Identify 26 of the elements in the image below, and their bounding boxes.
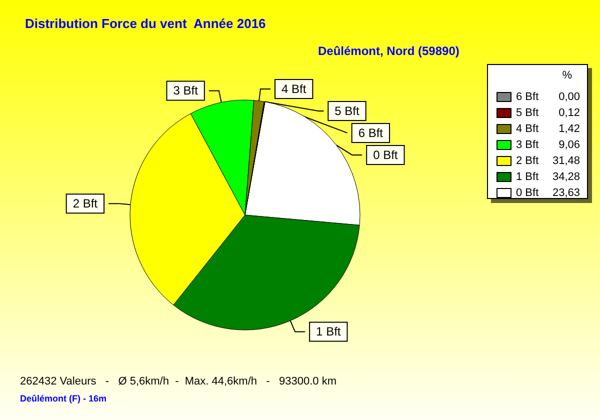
- legend-label: 4 Bft: [516, 123, 539, 135]
- slice-label: 5 Bft: [334, 104, 360, 118]
- slice-label: 1 Bft: [316, 324, 342, 339]
- data-label: 34,28: [552, 171, 580, 183]
- chart-title: Distribution Force du vent Année 2016: [25, 16, 266, 31]
- text: 0,00: [558, 91, 580, 103]
- slice-label: 2 Bft: [72, 196, 98, 211]
- category-label: 6 Bft: [358, 126, 384, 140]
- legend-label: 0 Bft: [516, 187, 539, 199]
- slice-label: 4 Bft: [282, 82, 307, 96]
- text: Deûlémont (F) - 16m: [20, 394, 107, 404]
- data-label: 1,42: [558, 123, 580, 135]
- data-label: 31,48: [552, 155, 580, 167]
- legend-label: 2 Bft: [516, 155, 539, 167]
- data-label: 9,06: [558, 139, 580, 151]
- chart-subtitle: Deûlémont, Nord (59890): [318, 44, 460, 58]
- legend-label: 6 Bft: [516, 91, 539, 103]
- legend-label: 3 Bft: [516, 139, 539, 151]
- data-label: 0,12: [558, 107, 580, 119]
- slice-label: 3 Bft: [173, 84, 199, 98]
- legend-title: %: [562, 70, 572, 82]
- legend-label: 1 Bft: [516, 171, 539, 183]
- data-label: 23,63: [552, 187, 580, 199]
- slice-label: 0 Bft: [373, 148, 398, 162]
- legend-label: 5 Bft: [516, 107, 539, 119]
- text: 262432 Valeurs - Ø 5,6km/h - Max. 44,6km/h - 93300.0 km: [20, 376, 336, 388]
